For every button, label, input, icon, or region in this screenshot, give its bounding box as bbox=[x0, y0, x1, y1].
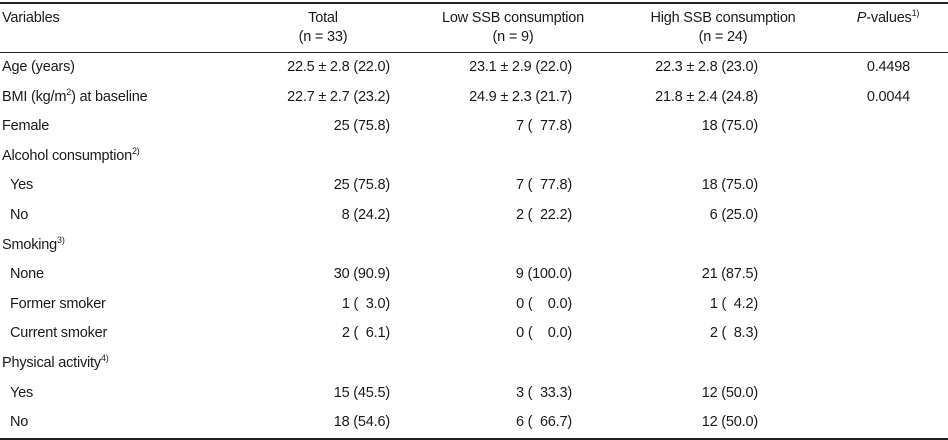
row-label: No bbox=[10, 206, 29, 223]
cell-low: 9 (100.0) bbox=[515, 266, 572, 283]
row-label: BMI (kg/m2) at baseline bbox=[2, 86, 148, 105]
row-label: None bbox=[10, 266, 44, 283]
cell-high: 2 ( 8.3) bbox=[709, 325, 758, 342]
section-row: Alcohol consumption2) bbox=[0, 142, 948, 172]
section-row: Physical activity4) bbox=[0, 349, 948, 379]
cell-total: 22.5 ± 2.8 (22.0) bbox=[287, 59, 390, 75]
cell-total: 8 (24.2) bbox=[341, 206, 391, 223]
cell-low: 24.9 ± 2.3 (21.7) bbox=[469, 88, 572, 105]
table-row: Current smoker 2 ( 6.1) 0 ( 0.0) 2 ( 8.3… bbox=[0, 319, 948, 349]
row-label: Yes bbox=[10, 177, 34, 194]
table-row: BMI (kg/m2) at baseline 22.7 ± 2.7 (23.2… bbox=[0, 83, 948, 113]
row-label: Female bbox=[2, 118, 50, 135]
cell-p: 0.4498 bbox=[866, 59, 910, 75]
cell-total: 25 (75.8) bbox=[333, 177, 390, 194]
table-row: Yes 15 (45.5) 3 ( 33.3) 12 (50.0) bbox=[0, 379, 948, 409]
cell-high: 18 (75.0) bbox=[701, 177, 758, 194]
cell-low: 7 ( 77.8) bbox=[515, 177, 572, 194]
cell-high: 21 (87.5) bbox=[701, 266, 758, 283]
cell-low: 3 ( 33.3) bbox=[515, 384, 572, 401]
row-label: Former smoker bbox=[10, 295, 106, 312]
row-label: Yes bbox=[10, 384, 34, 401]
header-total: Total (n = 33) bbox=[298, 10, 348, 45]
row-label: Current smoker bbox=[10, 325, 108, 342]
cell-high: 12 (50.0) bbox=[701, 384, 758, 401]
cell-total: 25 (75.8) bbox=[333, 118, 390, 135]
cell-p bbox=[828, 260, 948, 290]
cell-high: 22.3 ± 2.8 (23.0) bbox=[655, 59, 758, 75]
table-row: Age (years) 22.5 ± 2.8 (22.0) 23.1 ± 2.9… bbox=[0, 53, 948, 83]
header-variables: Variables bbox=[2, 10, 60, 26]
section-label: Smoking3) bbox=[2, 234, 65, 253]
cell-p bbox=[828, 379, 948, 409]
header-low-ssb: Low SSB consumption (n = 9) bbox=[441, 10, 585, 45]
table-row: No 18 (54.6) 6 ( 66.7) 12 (50.0) bbox=[0, 408, 948, 439]
cell-low: 23.1 ± 2.9 (22.0) bbox=[469, 59, 572, 75]
cell-low: 7 ( 77.8) bbox=[515, 118, 572, 135]
header-high-ssb: High SSB consumption (n = 24) bbox=[650, 10, 796, 45]
cell-low: 0 ( 0.0) bbox=[516, 295, 572, 312]
table-row: Yes 25 (75.8) 7 ( 77.8) 18 (75.0) bbox=[0, 171, 948, 201]
cell-high: 18 (75.0) bbox=[701, 118, 758, 135]
header-p-values: P-values1) bbox=[856, 8, 920, 26]
cell-total: 15 (45.5) bbox=[333, 384, 390, 401]
cell-total: 1 ( 3.0) bbox=[341, 295, 390, 312]
cell-low: 6 ( 66.7) bbox=[515, 414, 572, 431]
table-row: Former smoker 1 ( 3.0) 0 ( 0.0) 1 ( 4.2) bbox=[0, 290, 948, 320]
row-label: No bbox=[10, 414, 29, 431]
table-row: None 30 (90.9) 9 (100.0) 21 (87.5) bbox=[0, 260, 948, 290]
cell-low: 2 ( 22.2) bbox=[515, 206, 572, 223]
cell-high: 1 ( 4.2) bbox=[709, 295, 758, 312]
cell-p bbox=[828, 319, 948, 349]
cell-p bbox=[828, 201, 948, 231]
cell-low: 0 ( 0.0) bbox=[516, 325, 572, 342]
table-row: No 8 (24.2) 2 ( 22.2) 6 (25.0) bbox=[0, 201, 948, 231]
cell-p bbox=[828, 171, 948, 201]
cell-p bbox=[828, 290, 948, 320]
cell-total: 22.7 ± 2.7 (23.2) bbox=[287, 88, 390, 105]
header-row: Variables Total (n = 33) Low SSB consump… bbox=[0, 3, 948, 53]
section-row: Smoking3) bbox=[0, 231, 948, 261]
cell-total: 30 (90.9) bbox=[333, 266, 390, 283]
cell-high: 21.8 ± 2.4 (24.8) bbox=[655, 88, 758, 105]
cell-p bbox=[828, 112, 948, 142]
row-label: Age (years) bbox=[2, 59, 75, 75]
cell-total: 18 (54.6) bbox=[333, 414, 390, 431]
table-row: Female 25 (75.8) 7 ( 77.8) 18 (75.0) bbox=[0, 112, 948, 142]
section-label: Physical activity4) bbox=[2, 353, 109, 371]
cell-p bbox=[828, 408, 948, 439]
section-label: Alcohol consumption2) bbox=[2, 145, 140, 164]
cell-high: 12 (50.0) bbox=[701, 414, 758, 431]
cell-total: 2 ( 6.1) bbox=[341, 325, 390, 342]
cell-high: 6 (25.0) bbox=[709, 206, 759, 223]
cell-p: 0.0044 bbox=[866, 88, 910, 105]
